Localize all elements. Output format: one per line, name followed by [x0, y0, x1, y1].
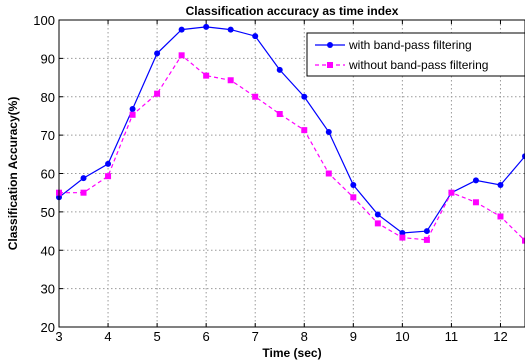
data-point	[178, 52, 185, 59]
data-point	[301, 93, 308, 100]
data-point	[423, 228, 430, 235]
y-tick-label: 20	[41, 320, 55, 335]
data-point	[399, 234, 406, 241]
data-point	[522, 153, 525, 160]
x-tick-label: 5	[153, 329, 160, 344]
data-point	[105, 160, 112, 167]
data-point	[227, 26, 234, 33]
x-tick-label: 8	[301, 329, 308, 344]
legend: with band-pass filtering without band-pas…	[306, 32, 525, 77]
data-point	[522, 237, 525, 244]
axis-ticks	[58, 19, 501, 328]
y-tick-label: 60	[41, 167, 55, 182]
legend-marker	[327, 62, 333, 68]
data-point	[154, 90, 161, 97]
x-tick-label: 7	[252, 329, 259, 344]
x-tick-label: 11	[445, 329, 459, 344]
data-point	[129, 106, 136, 113]
data-point	[350, 194, 357, 201]
x-axis-label: Time (sec)	[262, 346, 321, 360]
data-point	[472, 199, 479, 206]
legend-label: with band-pass filtering	[348, 38, 472, 52]
data-point	[399, 229, 406, 236]
y-tick-label: 90	[41, 51, 55, 66]
data-point	[252, 33, 259, 40]
x-tick-label: 6	[203, 329, 210, 344]
data-point	[497, 182, 504, 189]
chart-title: Classification accuracy as time index	[186, 4, 399, 18]
x-tick-label: 9	[350, 329, 357, 344]
data-point	[227, 77, 234, 84]
data-point	[154, 50, 161, 57]
data-point	[423, 236, 430, 243]
data-point	[350, 182, 357, 189]
x-tick-label: 10	[395, 329, 409, 344]
data-point	[301, 127, 308, 134]
data-point	[252, 93, 259, 100]
y-tick-label: 50	[41, 205, 55, 220]
x-tick-label: 4	[104, 329, 111, 344]
series-line-1	[58, 26, 525, 234]
data-point	[80, 175, 87, 182]
data-point	[325, 129, 332, 136]
legend-label: without band-pass filtering	[348, 58, 488, 72]
data-point	[472, 177, 479, 184]
legend-marker	[327, 42, 333, 48]
data-point	[178, 26, 185, 33]
data-point	[497, 213, 504, 220]
y-tick-label: 40	[41, 243, 55, 258]
legend-box	[306, 32, 525, 77]
y-tick-label: 80	[41, 90, 55, 105]
data-point	[325, 170, 332, 177]
x-tick-label: 12	[493, 329, 507, 344]
data-point	[448, 189, 455, 196]
data-point	[80, 189, 87, 196]
y-tick-label: 30	[41, 282, 55, 297]
data-point	[276, 111, 283, 118]
data-point	[276, 66, 283, 73]
y-axis-label: Classification Accuracy(%)	[6, 97, 20, 251]
data-point	[129, 111, 136, 118]
data-point	[374, 220, 381, 227]
data-point	[203, 72, 210, 79]
y-tick-label: 100	[33, 13, 55, 28]
series-line-2	[59, 54, 525, 242]
series-lines	[58, 26, 525, 242]
data-point	[203, 23, 210, 30]
tick-labels: 3 4 5 6 7 8 9 10 11 12 20 30 40 50 60 70 80 90 100	[33, 13, 507, 344]
series-markers	[56, 23, 525, 244]
x-tick-label: 3	[55, 329, 62, 344]
y-tick-label: 70	[41, 128, 55, 143]
data-point	[374, 211, 381, 218]
data-point	[105, 173, 112, 180]
